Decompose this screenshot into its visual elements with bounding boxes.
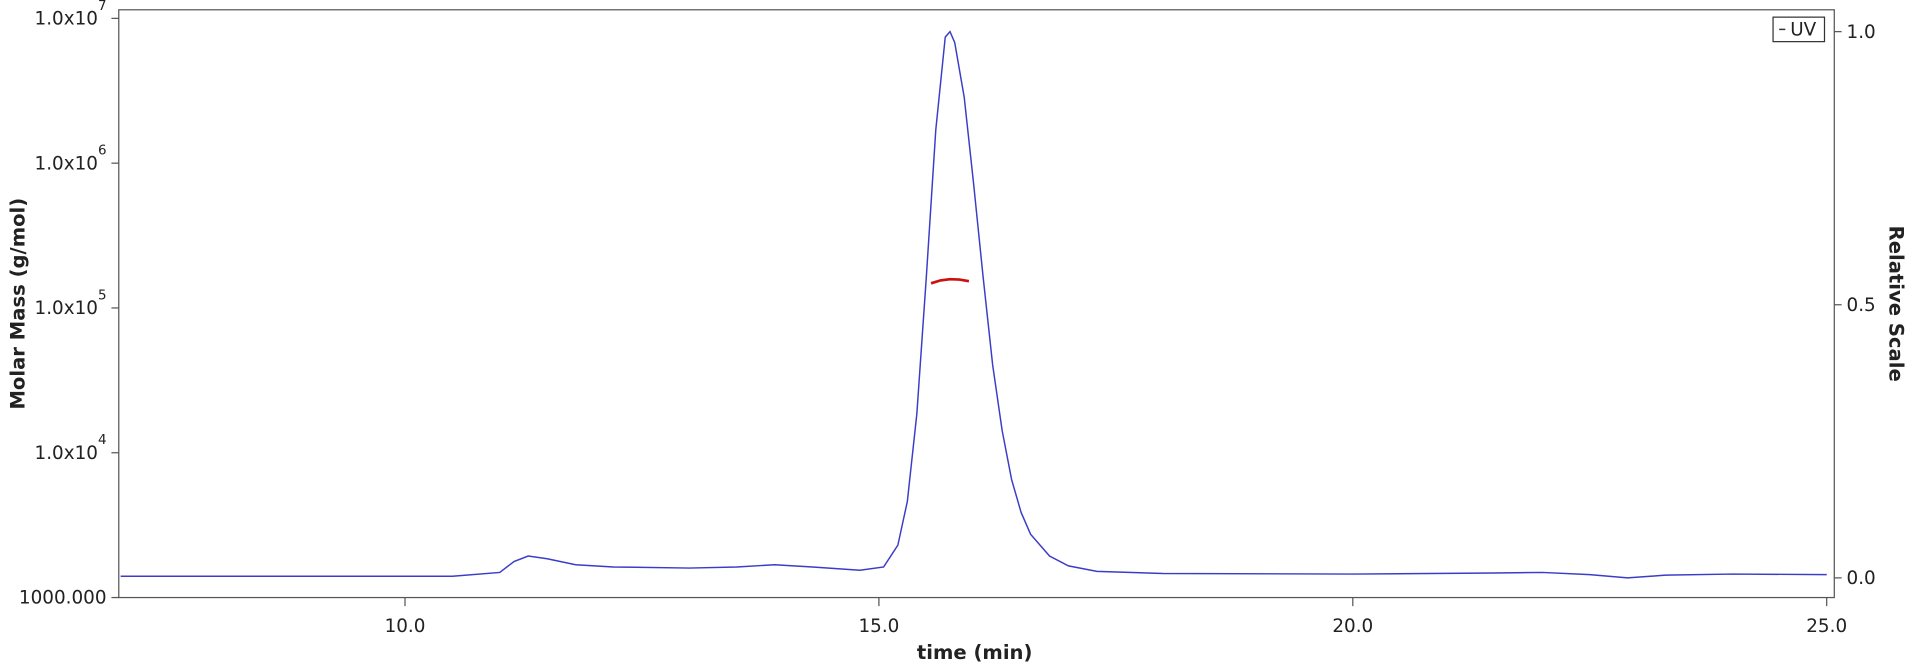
- y2-axis-label: Relative Scale: [1884, 226, 1907, 382]
- plot-frame: [118, 9, 1835, 599]
- y-tick-mantissa: 1.0x10: [35, 8, 98, 29]
- y-tick-mantissa: 1.0x10: [35, 153, 98, 174]
- x-tick-label: 15.0: [858, 616, 899, 637]
- series-line: [930, 277, 970, 285]
- y-tick-mantissa: 1.0x10: [35, 443, 98, 464]
- y-tick-label: 1.0x104: [35, 433, 107, 464]
- x-tick-label: 20.0: [1332, 616, 1373, 637]
- y-tick-label: 1.0x107: [35, 0, 107, 29]
- x-tick-label: 25.0: [1806, 616, 1847, 637]
- y-tick-label: 1.0x106: [35, 144, 107, 175]
- y-axis-label: Molar Mass (g/mol): [6, 198, 29, 410]
- y-tick-exponent: 7: [98, 0, 107, 14]
- legend-label: UV: [1790, 20, 1816, 41]
- series-line: [120, 30, 1827, 579]
- y-tick-label: 1.0x105: [35, 288, 107, 319]
- y-tick-exponent: 5: [98, 288, 107, 303]
- x-axis-label: time (min): [917, 641, 1033, 664]
- y-tick-label: 1000.000: [19, 588, 107, 609]
- y2-tick-label: 0.5: [1847, 295, 1876, 316]
- y-tick-exponent: 6: [98, 144, 107, 159]
- x-tick-label: 10.0: [385, 616, 426, 637]
- y-tick-mantissa: 1.0x10: [35, 298, 98, 319]
- y2-tick-label: 1.0: [1847, 22, 1876, 43]
- y-tick-mantissa: 1000.000: [19, 588, 107, 609]
- y2-tick-label: 0.0: [1847, 568, 1876, 589]
- y-tick-exponent: 4: [98, 433, 107, 448]
